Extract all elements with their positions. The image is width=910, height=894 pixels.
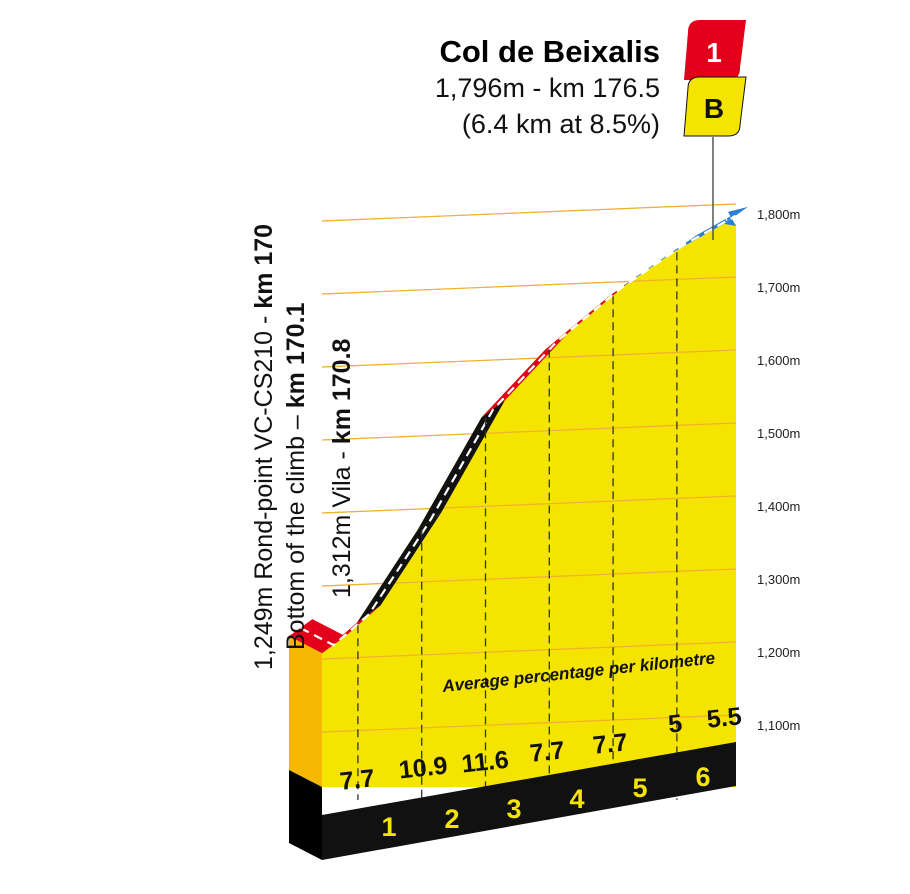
y-tick-label: 1,700m	[757, 280, 800, 295]
category-badge-shape	[684, 20, 746, 80]
y-tick-label: 1,100m	[757, 718, 800, 733]
km-label: 2	[444, 804, 459, 834]
gradient-label: 7.7	[338, 764, 376, 795]
y-tick-label: 1,800m	[757, 207, 800, 222]
waypoint-label-rond-point: 1,249m Rond-point VC-CS210 - km 170	[250, 224, 278, 670]
gradient-band-centerline	[300, 214, 737, 647]
gradient-label: 7.7	[528, 736, 566, 767]
gridline-overlay	[321, 495, 737, 514]
gridline-overlay	[321, 203, 737, 222]
gradient-band-segment	[481, 332, 569, 418]
gradient-labels: 7.7 10.9 11.6 7.7 7.7 5 5.5	[338, 702, 743, 795]
y-tick-label: 1,300m	[757, 572, 800, 587]
gradient-label: 10.9	[397, 752, 448, 785]
gradient-label: 5	[667, 709, 684, 738]
profile-area	[289, 203, 737, 788]
gradient-band-segment	[723, 206, 748, 226]
km-label: 4	[569, 784, 584, 814]
summit-climb-stats: (6.4 km at 8.5%)	[462, 109, 660, 139]
km-label: 1	[381, 812, 396, 842]
gridline-overlay	[321, 422, 737, 441]
category-badge-label: 1	[706, 37, 722, 68]
km-label: 3	[506, 794, 521, 824]
bonus-badge: B	[683, 76, 747, 137]
bonus-badge-shape	[683, 76, 747, 137]
profile-side-face	[289, 636, 322, 787]
waypoint-label-vila: 1,312m Vila - km 170.8	[328, 338, 356, 598]
y-axis: 1,100m 1,200m 1,300m 1,400m 1,500m 1,600m 1,70…	[757, 207, 800, 733]
gridline-overlay	[321, 349, 737, 368]
km-dividers	[357, 252, 678, 800]
gradient-label: 11.6	[460, 746, 510, 779]
km-labels: 1 2 3 4 5 6	[381, 762, 710, 842]
y-tick-label: 1,200m	[757, 645, 800, 660]
gradient-label: 5.5	[705, 702, 743, 733]
base-edge	[289, 798, 322, 831]
waypoint-label-bottom-of-climb: Bottom of the climb – km 170.1	[282, 302, 310, 650]
profile-base	[289, 742, 736, 860]
summit-altitude-km: 1,796m - km 176.5	[435, 73, 660, 103]
profile-face	[322, 223, 736, 788]
y-tick-label: 1,500m	[757, 426, 800, 441]
bonus-badge-label: B	[704, 93, 724, 124]
y-tick-label: 1,600m	[757, 353, 800, 368]
y-tick-label: 1,400m	[757, 499, 800, 514]
base-front	[322, 742, 736, 860]
gridline-overlay	[321, 276, 737, 295]
gridline-overlay	[321, 641, 737, 660]
km-label: 5	[632, 773, 647, 803]
gridline-overlay	[321, 714, 737, 733]
gradient-band	[289, 206, 748, 654]
summit-name: Col de Beixalis	[439, 34, 660, 69]
km-label: 6	[695, 762, 710, 792]
gradient-label: 7.7	[591, 728, 629, 759]
category-badge: 1	[684, 20, 746, 80]
